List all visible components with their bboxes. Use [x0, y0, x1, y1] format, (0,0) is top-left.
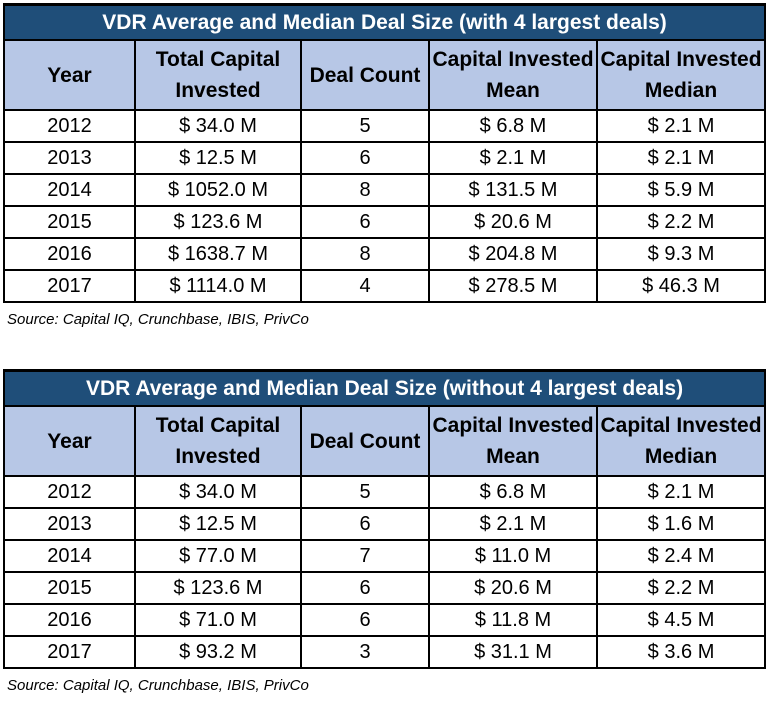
table-cell: $ 2.4 M [595, 539, 767, 573]
table-cell: $ 4.5 M [595, 603, 767, 637]
table-cell: $ 123.6 M [134, 205, 302, 239]
table-cell: $ 278.5 M [428, 269, 598, 303]
source-note: Source: Capital IQ, Crunchbase, IBIS, Pr… [7, 311, 309, 328]
table-cell: 2013 [3, 507, 136, 541]
table-cell: $ 6.8 M [428, 475, 598, 509]
header-row: Year Total Capital Invested Deal Count Capi… [3, 405, 767, 477]
table-cell: 8 [300, 173, 430, 207]
table-row: 2014 $ 1052.0 M 8 $ 131.5 M $ 5.9 M [3, 173, 767, 207]
table-row: 2015 $ 123.6 M 6 $ 20.6 M $ 2.2 M [3, 571, 767, 605]
table-cell: 6 [300, 603, 430, 637]
table-cell: $ 71.0 M [134, 603, 302, 637]
table-cell: $ 2.2 M [595, 205, 767, 239]
table-body: VDR Average and Median Deal Size (with 4… [2, 3, 767, 303]
table-row: 2015 $ 123.6 M 6 $ 20.6 M $ 2.2 M [3, 205, 767, 239]
column-header: Capital Invested Mean [428, 39, 598, 111]
table-row: 2016 $ 71.0 M 6 $ 11.8 M $ 4.5 M [3, 603, 767, 637]
table-cell: $ 12.5 M [134, 507, 302, 541]
table-cell: $ 1052.0 M [134, 173, 302, 207]
deal-size-table: VDR Average and Median Deal Size (with 4… [2, 3, 767, 303]
table-cell: $ 2.1 M [428, 507, 598, 541]
column-header: Deal Count [300, 39, 430, 111]
table-cell: 2015 [3, 205, 136, 239]
table-cell: $ 1114.0 M [134, 269, 302, 303]
table-cell: $ 2.2 M [595, 571, 767, 605]
table-cell: $ 123.6 M [134, 571, 302, 605]
table-cell: 5 [300, 475, 430, 509]
table-cell: 8 [300, 237, 430, 271]
table-cell: $ 31.1 M [428, 635, 598, 669]
table-cell: $ 2.1 M [595, 109, 767, 143]
table-cell: 2014 [3, 539, 136, 573]
table-with-largest-deals: VDR Average and Median Deal Size (with 4… [2, 3, 767, 332]
table-cell: $ 1.6 M [595, 507, 767, 541]
column-header: Capital Invested Median [595, 405, 767, 477]
table-title: VDR Average and Median Deal Size (with 4… [2, 3, 767, 41]
table-cell: $ 46.3 M [595, 269, 767, 303]
table-cell: 6 [300, 205, 430, 239]
table-cell: 6 [300, 507, 430, 541]
table-row: 2012 $ 34.0 M 5 $ 6.8 M $ 2.1 M [3, 109, 767, 143]
column-header: Deal Count [300, 405, 430, 477]
table-cell: 2017 [3, 269, 136, 303]
table-cell: 2012 [3, 475, 136, 509]
table-cell: $ 77.0 M [134, 539, 302, 573]
column-header: Year [3, 405, 136, 477]
table-cell: $ 12.5 M [134, 141, 302, 175]
table-cell: $ 11.8 M [428, 603, 598, 637]
table-cell: 2015 [3, 571, 136, 605]
table-cell: $ 6.8 M [428, 109, 598, 143]
deal-size-table: VDR Average and Median Deal Size (withou… [2, 369, 767, 669]
table-cell: 6 [300, 141, 430, 175]
table-cell: $ 2.1 M [428, 141, 598, 175]
table-cell: $ 34.0 M [134, 109, 302, 143]
table-row: 2017 $ 1114.0 M 4 $ 278.5 M $ 46.3 M [3, 269, 767, 303]
table-body: VDR Average and Median Deal Size (withou… [2, 369, 767, 669]
table-title: VDR Average and Median Deal Size (withou… [2, 369, 767, 407]
table-cell: $ 131.5 M [428, 173, 598, 207]
table-cell: 2013 [3, 141, 136, 175]
title-row: VDR Average and Median Deal Size (with 4… [2, 3, 767, 41]
table-cell: 2017 [3, 635, 136, 669]
table-cell: 7 [300, 539, 430, 573]
header-row: Year Total Capital Invested Deal Count Capi… [3, 39, 767, 111]
table-cell: $ 11.0 M [428, 539, 598, 573]
source-note: Source: Capital IQ, Crunchbase, IBIS, Pr… [7, 677, 309, 694]
table-cell: $ 9.3 M [595, 237, 767, 271]
table-cell: $ 20.6 M [428, 571, 598, 605]
table-row: 2012 $ 34.0 M 5 $ 6.8 M $ 2.1 M [3, 475, 767, 509]
column-header: Total Capital Invested [134, 405, 302, 477]
column-header: Capital Invested Median [595, 39, 767, 111]
table-row: 2013 $ 12.5 M 6 $ 2.1 M $ 1.6 M [3, 507, 767, 541]
title-row: VDR Average and Median Deal Size (withou… [2, 369, 767, 407]
table-cell: 4 [300, 269, 430, 303]
table-cell: 2012 [3, 109, 136, 143]
table-cell: 6 [300, 571, 430, 605]
table-row: 2016 $ 1638.7 M 8 $ 204.8 M $ 9.3 M [3, 237, 767, 271]
column-header: Year [3, 39, 136, 111]
table-cell: $ 20.6 M [428, 205, 598, 239]
table-cell: 2016 [3, 237, 136, 271]
column-header: Total Capital Invested [134, 39, 302, 111]
table-cell: 5 [300, 109, 430, 143]
table-cell: $ 3.6 M [595, 635, 767, 669]
table-row: 2013 $ 12.5 M 6 $ 2.1 M $ 2.1 M [3, 141, 767, 175]
table-cell: $ 34.0 M [134, 475, 302, 509]
table-without-largest-deals: VDR Average and Median Deal Size (withou… [2, 369, 767, 698]
table-cell: $ 93.2 M [134, 635, 302, 669]
table-cell: 2014 [3, 173, 136, 207]
column-header: Capital Invested Mean [428, 405, 598, 477]
table-cell: 2016 [3, 603, 136, 637]
table-row: 2014 $ 77.0 M 7 $ 11.0 M $ 2.4 M [3, 539, 767, 573]
table-row: 2017 $ 93.2 M 3 $ 31.1 M $ 3.6 M [3, 635, 767, 669]
table-cell: $ 5.9 M [595, 173, 767, 207]
table-cell: $ 2.1 M [595, 141, 767, 175]
table-cell: $ 2.1 M [595, 475, 767, 509]
table-cell: $ 204.8 M [428, 237, 598, 271]
table-cell: 3 [300, 635, 430, 669]
table-cell: $ 1638.7 M [134, 237, 302, 271]
